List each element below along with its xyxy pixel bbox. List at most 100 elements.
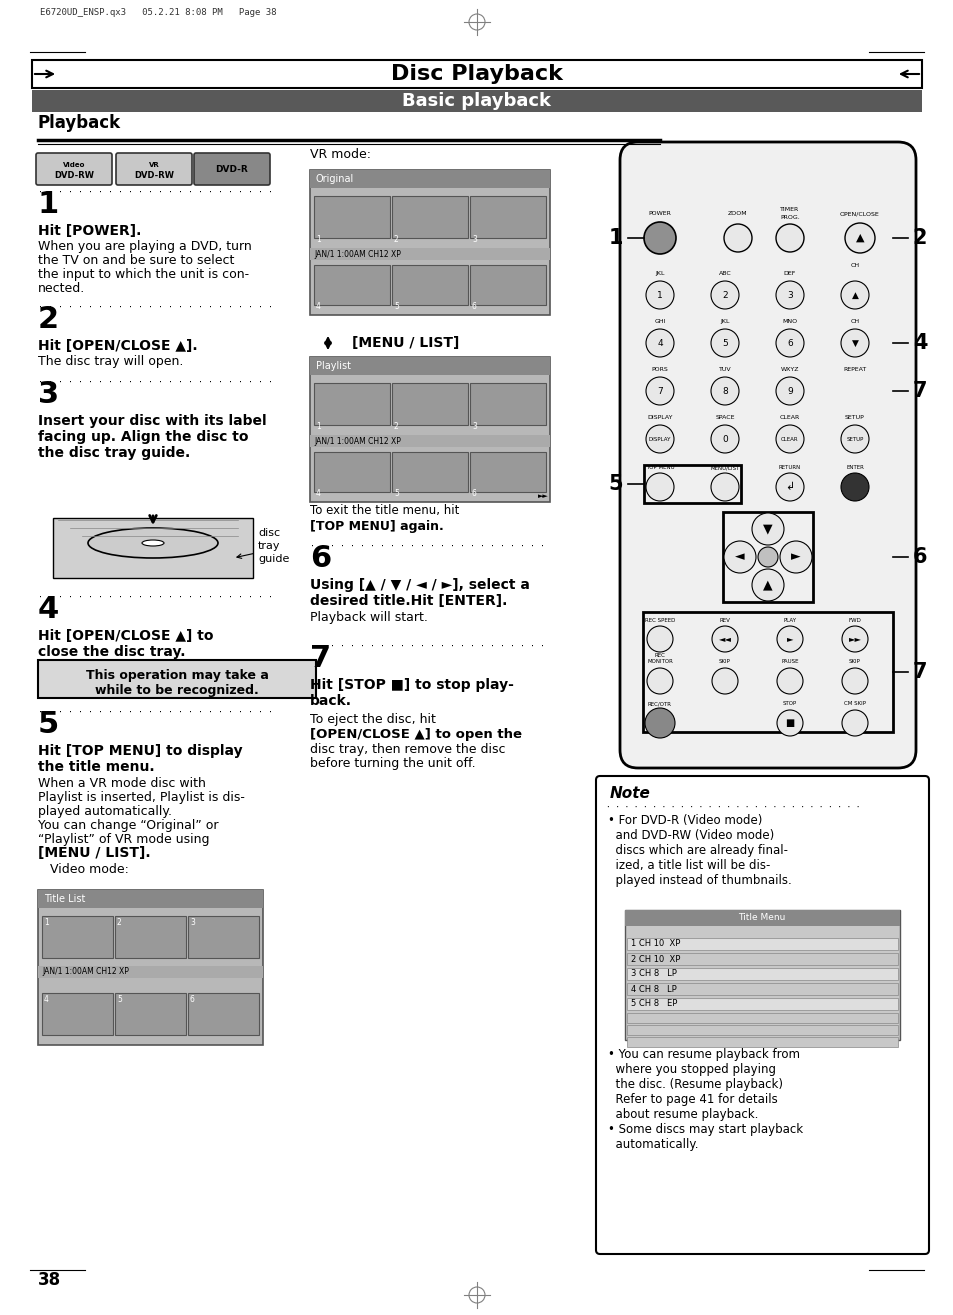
Text: When you are playing a DVD, turn: When you are playing a DVD, turn (38, 241, 252, 252)
Text: PLAY: PLAY (782, 618, 796, 623)
FancyBboxPatch shape (626, 1038, 897, 1047)
Text: 1: 1 (608, 227, 622, 249)
Text: CM SKIP: CM SKIP (843, 701, 865, 706)
Text: “Playlist” of VR mode using: “Playlist” of VR mode using (38, 832, 210, 846)
Text: Playlist: Playlist (315, 362, 351, 371)
Text: RETURN: RETURN (778, 466, 801, 469)
FancyBboxPatch shape (392, 266, 468, 305)
Text: Title Menu: Title Menu (738, 914, 785, 923)
Circle shape (841, 473, 868, 501)
Circle shape (710, 377, 739, 405)
Text: ▼: ▼ (762, 522, 772, 535)
FancyBboxPatch shape (314, 452, 390, 492)
FancyBboxPatch shape (596, 776, 928, 1255)
Circle shape (646, 626, 672, 652)
Text: nected.: nected. (38, 281, 85, 295)
Text: about resume playback.: about resume playback. (607, 1109, 758, 1120)
Text: 1: 1 (315, 422, 320, 431)
Text: ↲: ↲ (784, 483, 794, 492)
Text: 2 CH 10  XP: 2 CH 10 XP (630, 955, 679, 964)
Circle shape (775, 329, 803, 356)
Text: 6: 6 (472, 302, 476, 312)
Text: JKL: JKL (720, 320, 729, 323)
FancyBboxPatch shape (310, 356, 550, 375)
Text: Using [▲ / ▼ / ◄ / ►], select a: Using [▲ / ▼ / ◄ / ►], select a (310, 579, 529, 592)
Text: PORS: PORS (651, 367, 668, 372)
FancyBboxPatch shape (624, 910, 899, 1040)
Text: Disc Playback: Disc Playback (391, 64, 562, 84)
Text: 8: 8 (721, 387, 727, 396)
Text: DVD-RW: DVD-RW (133, 171, 173, 180)
Text: 4: 4 (315, 489, 320, 498)
Text: ■: ■ (784, 718, 794, 729)
Text: 7: 7 (912, 661, 926, 682)
Text: desired title.Hit [ENTER].: desired title.Hit [ENTER]. (310, 594, 507, 608)
Text: 3: 3 (472, 235, 476, 245)
Circle shape (775, 377, 803, 405)
Text: PROG.: PROG. (780, 214, 799, 220)
Circle shape (841, 425, 868, 452)
Text: 4 CH 8   LP: 4 CH 8 LP (630, 985, 676, 994)
FancyBboxPatch shape (392, 452, 468, 492)
FancyBboxPatch shape (42, 917, 112, 959)
Text: To eject the disc, hit: To eject the disc, hit (310, 713, 436, 726)
Circle shape (775, 473, 803, 501)
Text: [MENU / LIST]: [MENU / LIST] (352, 337, 459, 350)
Text: Hit [OPEN/CLOSE ▲].: Hit [OPEN/CLOSE ▲]. (38, 339, 197, 352)
Text: DISPLAY: DISPLAY (648, 437, 671, 442)
FancyBboxPatch shape (310, 356, 550, 502)
Circle shape (841, 668, 867, 694)
FancyBboxPatch shape (470, 266, 545, 305)
Text: back.: back. (310, 694, 352, 707)
Text: 2: 2 (117, 918, 122, 927)
Text: This operation may take a: This operation may take a (86, 669, 268, 682)
Text: 38: 38 (38, 1272, 61, 1289)
Text: 6: 6 (472, 489, 476, 498)
FancyBboxPatch shape (314, 383, 390, 425)
Text: Playback will start.: Playback will start. (310, 611, 428, 625)
FancyBboxPatch shape (188, 917, 258, 959)
Circle shape (645, 425, 673, 452)
Text: REC SPEED: REC SPEED (644, 618, 675, 623)
Text: ▼: ▼ (851, 338, 858, 347)
Text: 6: 6 (912, 547, 926, 567)
Text: ▲: ▲ (855, 233, 863, 243)
FancyBboxPatch shape (626, 1013, 897, 1023)
Text: SPACE: SPACE (715, 416, 734, 419)
Text: MENU/LIST: MENU/LIST (710, 466, 739, 469)
Text: 5: 5 (721, 338, 727, 347)
Text: Hit [STOP ■] to stop play-: Hit [STOP ■] to stop play- (310, 679, 514, 692)
Text: REPEAT: REPEAT (842, 367, 865, 372)
FancyBboxPatch shape (314, 266, 390, 305)
Circle shape (645, 281, 673, 309)
Text: DVD-RW: DVD-RW (54, 171, 94, 180)
Text: and DVD-RW (Video mode): and DVD-RW (Video mode) (607, 828, 774, 842)
FancyBboxPatch shape (42, 993, 112, 1035)
Text: SETUP: SETUP (844, 416, 864, 419)
Text: guide: guide (257, 554, 289, 564)
Text: SETUP: SETUP (845, 437, 862, 442)
Text: 1: 1 (657, 291, 662, 300)
Circle shape (776, 626, 802, 652)
FancyBboxPatch shape (115, 917, 186, 959)
FancyBboxPatch shape (626, 953, 897, 965)
Text: ►: ► (786, 635, 792, 643)
Text: Refer to page 41 for details: Refer to page 41 for details (607, 1093, 777, 1106)
Text: ►►: ►► (847, 635, 861, 643)
Text: ►: ► (790, 551, 800, 564)
Text: REC/OTR: REC/OTR (647, 701, 671, 706)
Circle shape (841, 710, 867, 736)
Text: before turning the unit off.: before turning the unit off. (310, 757, 476, 771)
Text: 5: 5 (608, 473, 622, 494)
FancyBboxPatch shape (310, 249, 550, 260)
Text: E6720UD_ENSP.qx3   05.2.21 8:08 PM   Page 38: E6720UD_ENSP.qx3 05.2.21 8:08 PM Page 38 (40, 8, 276, 17)
FancyBboxPatch shape (626, 984, 897, 995)
Text: 6: 6 (786, 338, 792, 347)
Text: 4: 4 (315, 302, 320, 312)
FancyBboxPatch shape (38, 660, 315, 698)
Text: MNO: MNO (781, 320, 797, 323)
Text: disc: disc (257, 529, 280, 538)
Text: 2: 2 (721, 291, 727, 300)
Text: 2: 2 (394, 235, 398, 245)
Text: automatically.: automatically. (607, 1137, 698, 1151)
